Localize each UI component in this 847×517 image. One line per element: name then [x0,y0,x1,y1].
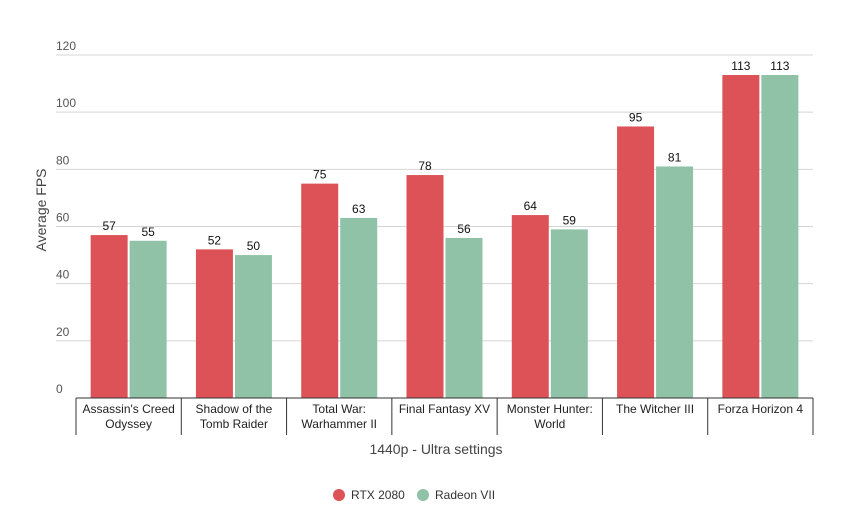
category-label: Monster Hunter: World [507,402,593,431]
legend-label: Radeon VII [435,488,495,502]
bar [656,166,694,398]
legend-swatch [417,489,429,501]
y-axis-title: Average FPS [33,168,49,251]
data-label: 113 [731,59,750,73]
category-label: Final Fantasy XV [399,402,490,416]
bar [722,75,760,398]
category-label: Shadow of the Tomb Raider [196,402,273,431]
category-label: Total War: Warhammer II [301,402,377,431]
y-tick-label: 40 [56,268,70,282]
data-label: 81 [668,150,682,164]
data-label: 113 [770,59,789,73]
bar [90,235,128,398]
data-label: 55 [141,225,155,239]
bar [445,237,483,398]
bar [340,217,378,398]
bar [617,126,655,398]
y-tick-label: 60 [56,211,70,225]
bars [90,75,799,398]
data-label: 95 [629,110,643,124]
x-axis: Assassin's Creed Odyssey Shadow of the Tomb… [75,397,814,435]
data-label: 59 [563,213,577,227]
data-label: 63 [352,202,366,216]
y-tick-label: 0 [56,382,63,396]
data-label: 50 [247,239,261,253]
y-tick-label: 20 [56,325,70,339]
bar [406,175,444,398]
data-label: 56 [457,222,471,236]
bar [550,229,588,398]
legend: RTX 2080 Radeon VII [333,488,495,502]
bar [195,249,233,398]
bar [511,215,549,398]
bar [301,183,339,398]
category-label: The Witcher III [616,402,694,416]
legend-swatch [333,489,345,501]
data-label: 52 [208,233,222,247]
data-labels: 57 55 52 50 75 63 78 56 64 59 95 81 113 113 [102,59,789,253]
y-tick-label: 80 [56,153,70,167]
x-axis-title: 1440p - Ultra settings [369,441,502,457]
y-axis-ticks: 0 20 40 60 80 100 120 [56,39,76,396]
data-label: 64 [524,199,538,213]
bar [761,75,799,398]
data-label: 57 [102,219,116,233]
bar [234,255,272,398]
y-tick-label: 100 [56,96,76,110]
bar [129,240,167,398]
y-tick-label: 120 [56,39,76,53]
data-label: 75 [313,168,327,182]
data-label: 78 [418,159,432,173]
category-label: Forza Horizon 4 [718,402,804,416]
category-label: Assassin's Creed Odyssey [82,402,174,431]
legend-label: RTX 2080 [351,488,405,502]
